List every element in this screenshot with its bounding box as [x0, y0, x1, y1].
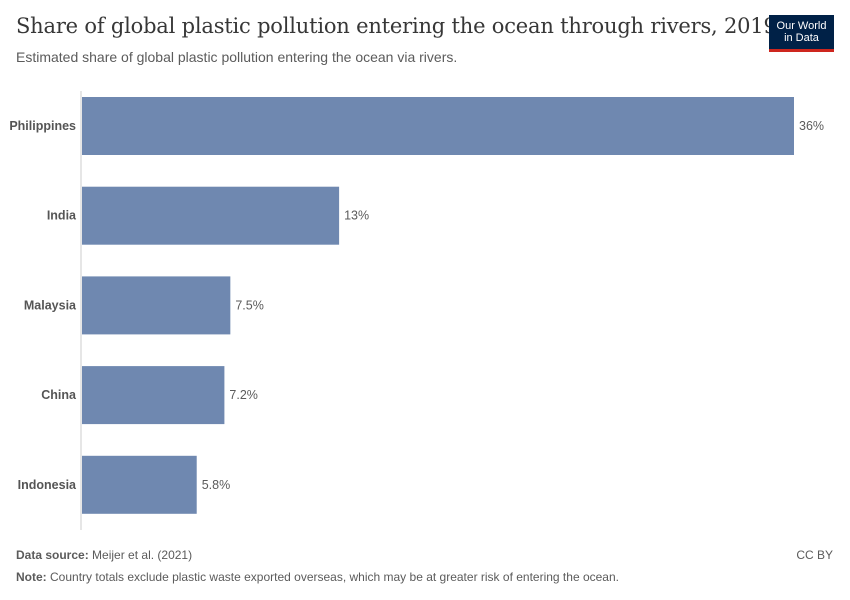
source-label: Data source:	[16, 548, 89, 562]
chart-note: Note: Country totals exclude plastic was…	[16, 570, 619, 584]
data-source: Data source: Meijer et al. (2021)	[16, 548, 192, 562]
category-label-philippines: Philippines	[9, 119, 76, 133]
note-text: Country totals exclude plastic waste exp…	[50, 570, 619, 584]
bar-philippines[interactable]	[82, 97, 794, 155]
value-label-indonesia: 5.8%	[202, 478, 231, 492]
value-label-india: 13%	[344, 209, 369, 223]
bar-india[interactable]	[82, 186, 340, 245]
logo-line-2: in Data	[784, 32, 819, 44]
note-label: Note:	[16, 570, 47, 584]
category-label-india: India	[47, 209, 77, 223]
source-text[interactable]: Meijer et al. (2021)	[92, 548, 193, 562]
chart-title: Share of global plastic pollution enteri…	[16, 14, 777, 38]
value-label-philippines: 36%	[799, 119, 824, 133]
value-label-malaysia: 7.5%	[235, 298, 263, 312]
category-label-indonesia: Indonesia	[18, 478, 77, 492]
bar-malaysia[interactable]	[82, 276, 231, 335]
logo-line-1: Our World	[776, 20, 827, 32]
value-label-china: 7.2%	[229, 388, 258, 402]
category-label-china: China	[41, 388, 77, 402]
chart-subtitle: Estimated share of global plastic pollut…	[16, 49, 458, 65]
category-label-malaysia: Malaysia	[24, 298, 77, 312]
bar-china[interactable]	[82, 366, 225, 425]
license-link[interactable]: CC BY	[796, 548, 833, 562]
owid-logo[interactable]: Our World in Data	[769, 15, 834, 52]
bar-indonesia[interactable]	[82, 455, 197, 514]
